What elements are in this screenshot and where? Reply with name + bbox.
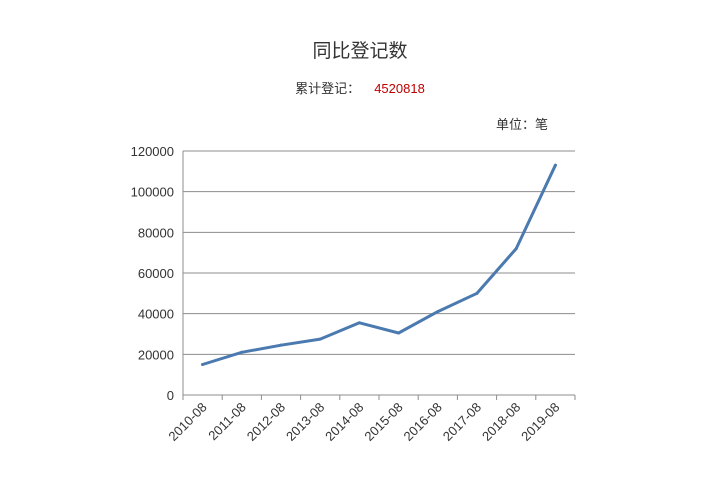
data-point (514, 247, 518, 251)
total-value: 4520818 (374, 81, 425, 96)
x-tick-label: 2013-08 (283, 400, 327, 444)
data-point (240, 350, 244, 354)
chart-title: 同比登记数 (312, 41, 408, 62)
x-tick-label: 2010-08 (165, 400, 209, 444)
data-point (475, 291, 479, 295)
x-tick-label: 2015-08 (361, 400, 405, 444)
total-registrations: 累计登记： 4520818 (0, 78, 720, 97)
data-point (436, 310, 440, 314)
y-axis: 0 20000 40000 60000 80000 100000 120000 (131, 144, 184, 403)
x-tick-label: 2014-08 (322, 400, 366, 444)
x-tick-label: 2011-08 (205, 400, 249, 444)
series-line (201, 163, 557, 366)
x-tick-label: 2012-08 (244, 400, 288, 444)
series-group (201, 163, 557, 366)
gridlines (183, 150, 575, 355)
x-tick-label: 2019-08 (518, 400, 562, 444)
data-point (201, 363, 205, 366)
data-point (553, 163, 557, 167)
data-point (318, 337, 322, 341)
y-tick-label: 20000 (138, 347, 174, 362)
total-label: 累计登记： (295, 81, 361, 96)
y-tick-label: 80000 (138, 225, 174, 240)
y-tick-label: 0 (167, 388, 174, 403)
data-point (357, 321, 361, 325)
y-tick-label: 100000 (131, 185, 174, 200)
y-tick-label: 40000 (138, 307, 174, 322)
x-tick-label: 2016-08 (401, 400, 445, 444)
unit-label: 单位：笔 (496, 117, 549, 132)
x-axis: 2010-082011-082012-082013-082014-082015-… (165, 394, 576, 444)
data-point (397, 331, 401, 335)
x-tick-label: 2017-08 (440, 400, 484, 444)
x-tick-label: 2018-08 (479, 400, 523, 444)
data-point (279, 343, 283, 347)
y-tick-label: 60000 (138, 266, 174, 281)
y-tick-label: 120000 (131, 144, 174, 159)
